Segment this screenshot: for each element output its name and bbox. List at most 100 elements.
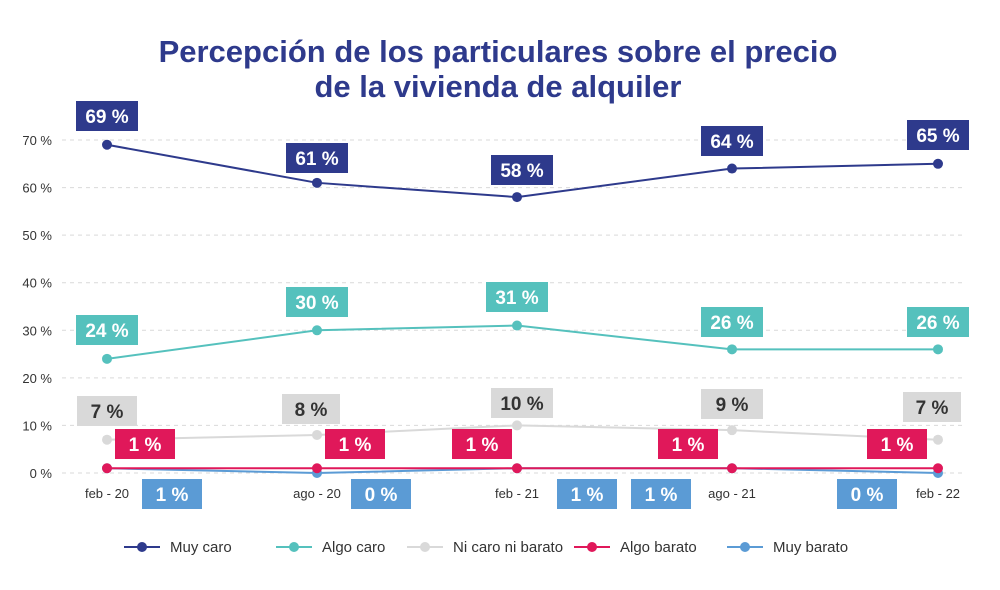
data-label-text: 1 % (672, 435, 705, 456)
y-tick-label: 60 % (22, 181, 52, 196)
data-label-algo-barato: 1 % (115, 429, 175, 459)
data-label-box (907, 120, 969, 150)
data-label-text: 0 % (851, 485, 884, 506)
series-ni-caro-ni-barato (102, 420, 943, 445)
data-label-box (701, 389, 763, 419)
point-algo-barato (312, 463, 322, 474)
data-label-ni-caro-ni-barato: 8 % (282, 394, 340, 424)
data-label-ni-caro-ni-barato: 7 % (77, 396, 137, 426)
data-label-algo-caro: 24 % (76, 315, 138, 345)
point-muy-caro (102, 139, 112, 150)
data-label-box (491, 155, 553, 185)
point-ni-caro-ni-barato (933, 434, 943, 445)
data-label-text: 69 % (85, 107, 128, 128)
legend-swatch-marker (420, 542, 430, 552)
legend-label: Algo barato (620, 539, 697, 556)
data-label-text: 26 % (916, 313, 959, 334)
data-label-box (701, 307, 763, 337)
series-layer (102, 139, 943, 478)
legend-swatch-marker (587, 542, 597, 552)
legend-label: Muy barato (773, 539, 848, 556)
point-algo-caro (512, 320, 522, 331)
data-label-muy-barato: 1 % (557, 479, 617, 509)
data-label-muy-barato: 1 % (631, 479, 691, 509)
y-tick-label: 10 % (22, 418, 52, 433)
data-label-muy-caro: 69 % (76, 101, 138, 131)
series-muy-caro (102, 139, 943, 203)
data-label-algo-caro: 30 % (286, 287, 348, 317)
y-axis: 0 % 10 % 20 % 30 % 40 % 50 % 60 % 70 % (22, 133, 52, 481)
point-algo-caro (933, 344, 943, 355)
data-label-box (867, 429, 927, 459)
point-muy-caro (312, 177, 322, 188)
data-label-muy-caro: 65 % (907, 120, 969, 150)
legend-label: Ni caro ni barato (453, 539, 563, 556)
legend-item-ni-caro-ni-barato: Ni caro ni barato (407, 539, 563, 556)
chart-title-line-1: Percepción de los particulares sobre el … (159, 34, 838, 69)
point-muy-caro (727, 163, 737, 174)
data-label-box (286, 287, 348, 317)
y-tick-label: 40 % (22, 276, 52, 291)
data-label-text: 58 % (500, 161, 543, 182)
data-label-ni-caro-ni-barato: 10 % (491, 388, 553, 418)
data-label-text: 1 % (571, 485, 604, 506)
series-muy-barato (102, 463, 943, 478)
point-ni-caro-ni-barato (102, 434, 112, 445)
data-label-box (325, 429, 385, 459)
data-label-text: 65 % (916, 126, 959, 147)
data-label-text: 61 % (295, 149, 338, 170)
point-algo-caro (727, 344, 737, 355)
legend-item-muy-barato: Muy barato (727, 539, 848, 556)
x-tick-label: feb - 20 (85, 486, 129, 501)
point-ni-caro-ni-barato (512, 420, 522, 431)
data-label-muy-barato: 0 % (351, 479, 411, 509)
data-label-text: 0 % (365, 485, 398, 506)
point-muy-caro (933, 158, 943, 169)
y-tick-label: 30 % (22, 323, 52, 338)
data-label-box (76, 315, 138, 345)
y-tick-label: 50 % (22, 228, 52, 243)
legend-label: Muy caro (170, 539, 232, 556)
point-algo-caro (102, 353, 112, 364)
legend-label: Algo caro (322, 539, 385, 556)
data-label-ni-caro-ni-barato: 7 % (903, 392, 961, 422)
data-label-box (282, 394, 340, 424)
data-label-box (115, 429, 175, 459)
data-label-box (701, 126, 763, 156)
point-algo-barato (512, 463, 522, 474)
point-muy-caro (512, 192, 522, 203)
data-label-text: 30 % (295, 293, 338, 314)
legend-swatch-marker (740, 542, 750, 552)
chart-title-line-2: de la vivienda de alquiler (315, 69, 682, 104)
legend-item-algo-caro: Algo caro (276, 539, 385, 556)
data-label-text: 10 % (500, 394, 543, 415)
series-algo-caro (102, 320, 943, 364)
data-label-algo-barato: 1 % (325, 429, 385, 459)
data-label-box (491, 388, 553, 418)
data-label-muy-caro: 64 % (701, 126, 763, 156)
legend-swatch-marker (137, 542, 147, 552)
point-algo-barato (727, 463, 737, 474)
data-label-text: 9 % (716, 395, 749, 416)
point-algo-caro (312, 325, 322, 336)
data-label-box (142, 479, 202, 509)
data-label-text: 1 % (156, 485, 189, 506)
data-label-muy-barato: 1 % (142, 479, 202, 509)
data-label-text: 7 % (91, 402, 124, 423)
data-label-layer: 7 % 8 % 10 % 9 % 7 % 24 % 30 % 31 % 26 % 26 % 69 %… (76, 101, 969, 509)
data-label-text: 1 % (466, 435, 499, 456)
data-label-text: 1 % (881, 435, 914, 456)
point-algo-barato (102, 463, 112, 474)
data-label-text: 26 % (710, 313, 753, 334)
data-label-text: 64 % (710, 132, 753, 153)
point-algo-barato (933, 463, 943, 474)
x-tick-label: feb - 22 (916, 486, 960, 501)
x-tick-label: ago - 20 (293, 486, 341, 501)
y-tick-label: 20 % (22, 371, 52, 386)
data-label-box (903, 392, 961, 422)
y-tick-label: 70 % (22, 133, 52, 148)
data-label-algo-caro: 26 % (907, 307, 969, 337)
data-label-text: 1 % (129, 435, 162, 456)
data-label-box (351, 479, 411, 509)
data-label-box (486, 282, 548, 312)
